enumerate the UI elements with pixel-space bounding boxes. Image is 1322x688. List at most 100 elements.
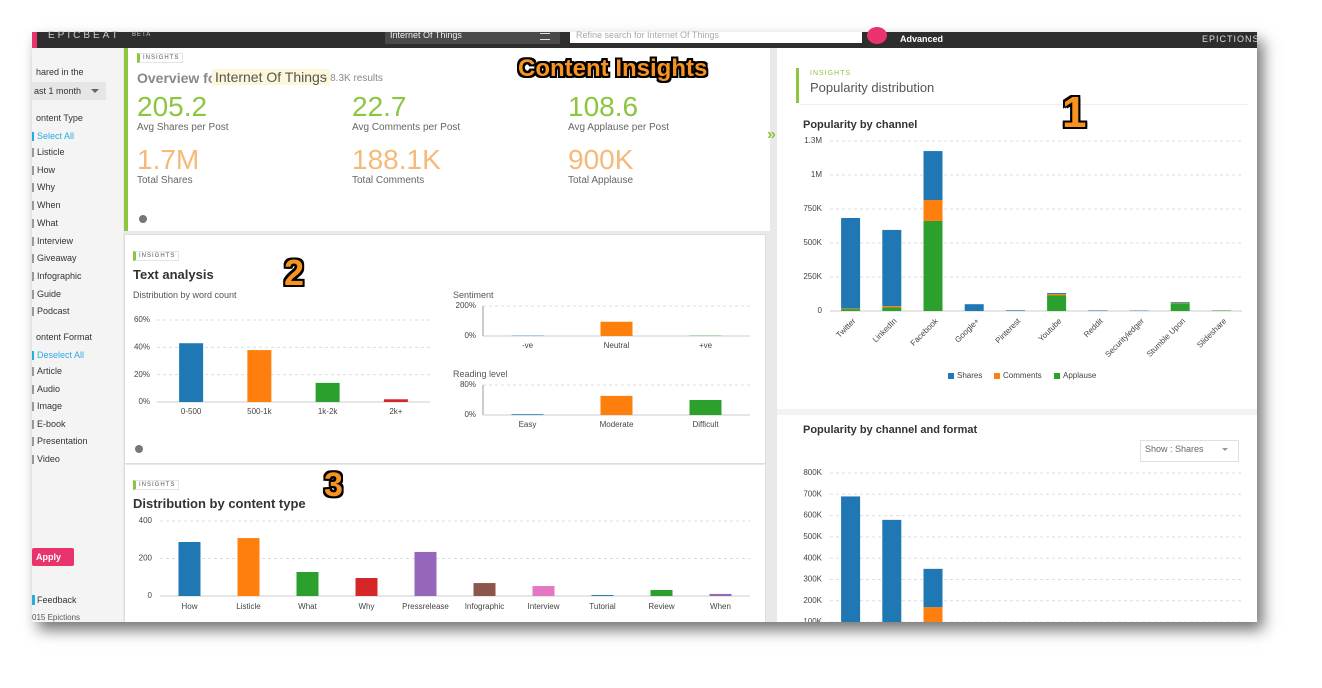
checkbox bbox=[32, 132, 34, 141]
filter-item[interactable]: When bbox=[37, 200, 61, 211]
show-dropdown-text: Show : Shares bbox=[1145, 444, 1204, 454]
checkbox[interactable] bbox=[32, 307, 34, 317]
select-arrow bbox=[91, 89, 99, 97]
checkbox[interactable] bbox=[32, 148, 34, 157]
chart-title: Sentiment bbox=[453, 290, 494, 300]
show-dropdown[interactable] bbox=[1140, 440, 1239, 462]
copyright: 015 Epictions bbox=[32, 613, 81, 622]
metric-label: Total Comments bbox=[352, 175, 425, 186]
metric-value: 1.7M bbox=[137, 144, 200, 175]
annotation-marker: 1 bbox=[1062, 88, 1087, 137]
metric-label: Total Applause bbox=[568, 175, 634, 186]
apply-button[interactable] bbox=[32, 548, 74, 566]
topic-dropdown[interactable] bbox=[385, 32, 560, 44]
checkbox[interactable] bbox=[32, 419, 34, 429]
toggle-link[interactable]: Deselect All bbox=[37, 350, 85, 360]
checkbox[interactable] bbox=[32, 384, 34, 394]
filter-item[interactable]: Listicle bbox=[37, 147, 65, 157]
metric-label: Total Shares bbox=[137, 175, 193, 186]
filter-item[interactable]: Article bbox=[37, 366, 63, 376]
brand: EPICTIONS bbox=[1202, 34, 1260, 44]
annotation-marker: 3 bbox=[324, 466, 343, 504]
accent-bar bbox=[796, 68, 799, 103]
chart-title: Popularity by channel and format bbox=[803, 424, 978, 436]
annotation-marker: 2 bbox=[284, 252, 305, 293]
badge: INSIGHTS bbox=[137, 53, 184, 63]
info-icon bbox=[139, 215, 147, 223]
chart-title: Distribution by word count bbox=[133, 290, 237, 300]
overview-topic: Internet Of Things bbox=[212, 69, 330, 85]
sidebar bbox=[32, 48, 123, 622]
panel-separator bbox=[777, 409, 1257, 415]
filter-heading: ontent Format bbox=[36, 332, 93, 342]
metric-label: Avg Comments per Post bbox=[352, 122, 461, 133]
popularity-panel bbox=[777, 48, 1257, 622]
checkbox[interactable] bbox=[32, 201, 34, 211]
overview-title: Overview for bbox=[137, 70, 222, 86]
chart-title: Popularity by channel bbox=[803, 119, 918, 131]
topic-text: Internet Of Things bbox=[390, 30, 462, 40]
filter-item[interactable]: What bbox=[37, 217, 59, 228]
filter-item[interactable]: Why bbox=[37, 182, 55, 193]
panel-title: Text analysis bbox=[133, 267, 214, 282]
divider bbox=[800, 104, 1248, 105]
badge: INSIGHTS bbox=[810, 70, 852, 77]
search-button[interactable] bbox=[867, 27, 887, 44]
filter-item[interactable]: Giveaway bbox=[37, 253, 77, 264]
filter-item[interactable]: How bbox=[37, 164, 56, 175]
menu-icon bbox=[540, 33, 550, 40]
logo: EPICBEAT bbox=[48, 30, 121, 41]
filter-label: hared in the bbox=[36, 67, 84, 77]
period-value[interactable]: ast 1 month bbox=[34, 86, 82, 96]
filter-item[interactable]: Podcast bbox=[37, 306, 70, 317]
filter-item[interactable]: Presentation bbox=[37, 436, 88, 447]
filter-item[interactable]: Guide bbox=[37, 288, 62, 299]
checkbox[interactable] bbox=[32, 254, 34, 264]
filter-item[interactable]: Infographic bbox=[37, 270, 82, 281]
checkbox[interactable] bbox=[32, 165, 34, 175]
checkbox[interactable] bbox=[32, 183, 34, 193]
filter-item[interactable]: Video bbox=[37, 454, 60, 464]
select-arrow bbox=[1222, 448, 1228, 454]
badge: INSIGHTS bbox=[133, 480, 180, 490]
panel-title: Popularity distribution bbox=[810, 80, 935, 95]
chart-title: Reading level bbox=[453, 369, 508, 379]
checkbox[interactable] bbox=[32, 455, 34, 464]
expand-arrows[interactable]: » bbox=[767, 126, 776, 143]
metric-value: 22.7 bbox=[352, 91, 407, 122]
checkbox[interactable] bbox=[32, 367, 34, 376]
metric-value: 108.6 bbox=[568, 91, 639, 122]
chart-title: Distribution by content type bbox=[133, 496, 306, 511]
metric-label: Avg Shares per Post bbox=[137, 122, 229, 133]
period-select[interactable] bbox=[32, 82, 106, 100]
advanced-link[interactable]: Advanced bbox=[900, 34, 944, 44]
feedback-link[interactable]: Feedback bbox=[37, 595, 77, 605]
logo-tag: BETA bbox=[132, 32, 152, 38]
metric-value: 205.2 bbox=[137, 91, 208, 122]
checkbox[interactable] bbox=[32, 437, 34, 447]
apply-label[interactable]: Apply bbox=[36, 552, 62, 562]
metric-value: 900K bbox=[568, 144, 634, 175]
search-input[interactable] bbox=[570, 32, 862, 43]
checkbox[interactable] bbox=[32, 289, 34, 299]
checkbox[interactable] bbox=[32, 402, 34, 412]
content-type-panel bbox=[124, 465, 766, 622]
metric-label: Avg Applause per Post bbox=[568, 122, 669, 133]
checkbox bbox=[32, 351, 34, 360]
annotation-title: Content Insights bbox=[518, 55, 708, 82]
feedback-icon bbox=[32, 595, 35, 605]
checkbox[interactable] bbox=[32, 236, 34, 246]
filter-item[interactable]: Audio bbox=[37, 383, 61, 394]
info-icon bbox=[135, 445, 143, 453]
checkbox[interactable] bbox=[32, 218, 34, 228]
metric-value: 188.1K bbox=[352, 144, 441, 175]
checkbox[interactable] bbox=[32, 271, 34, 281]
filter-item[interactable]: Interview bbox=[37, 235, 74, 246]
search-placeholder: Refine search for Internet Of Things bbox=[576, 30, 719, 40]
toggle-link[interactable]: Select All bbox=[37, 131, 75, 141]
filter-heading: ontent Type bbox=[36, 113, 83, 123]
filter-item[interactable]: Image bbox=[37, 401, 63, 412]
results-count: - 8.3K results bbox=[324, 73, 383, 84]
filter-item[interactable]: E-book bbox=[37, 418, 66, 429]
